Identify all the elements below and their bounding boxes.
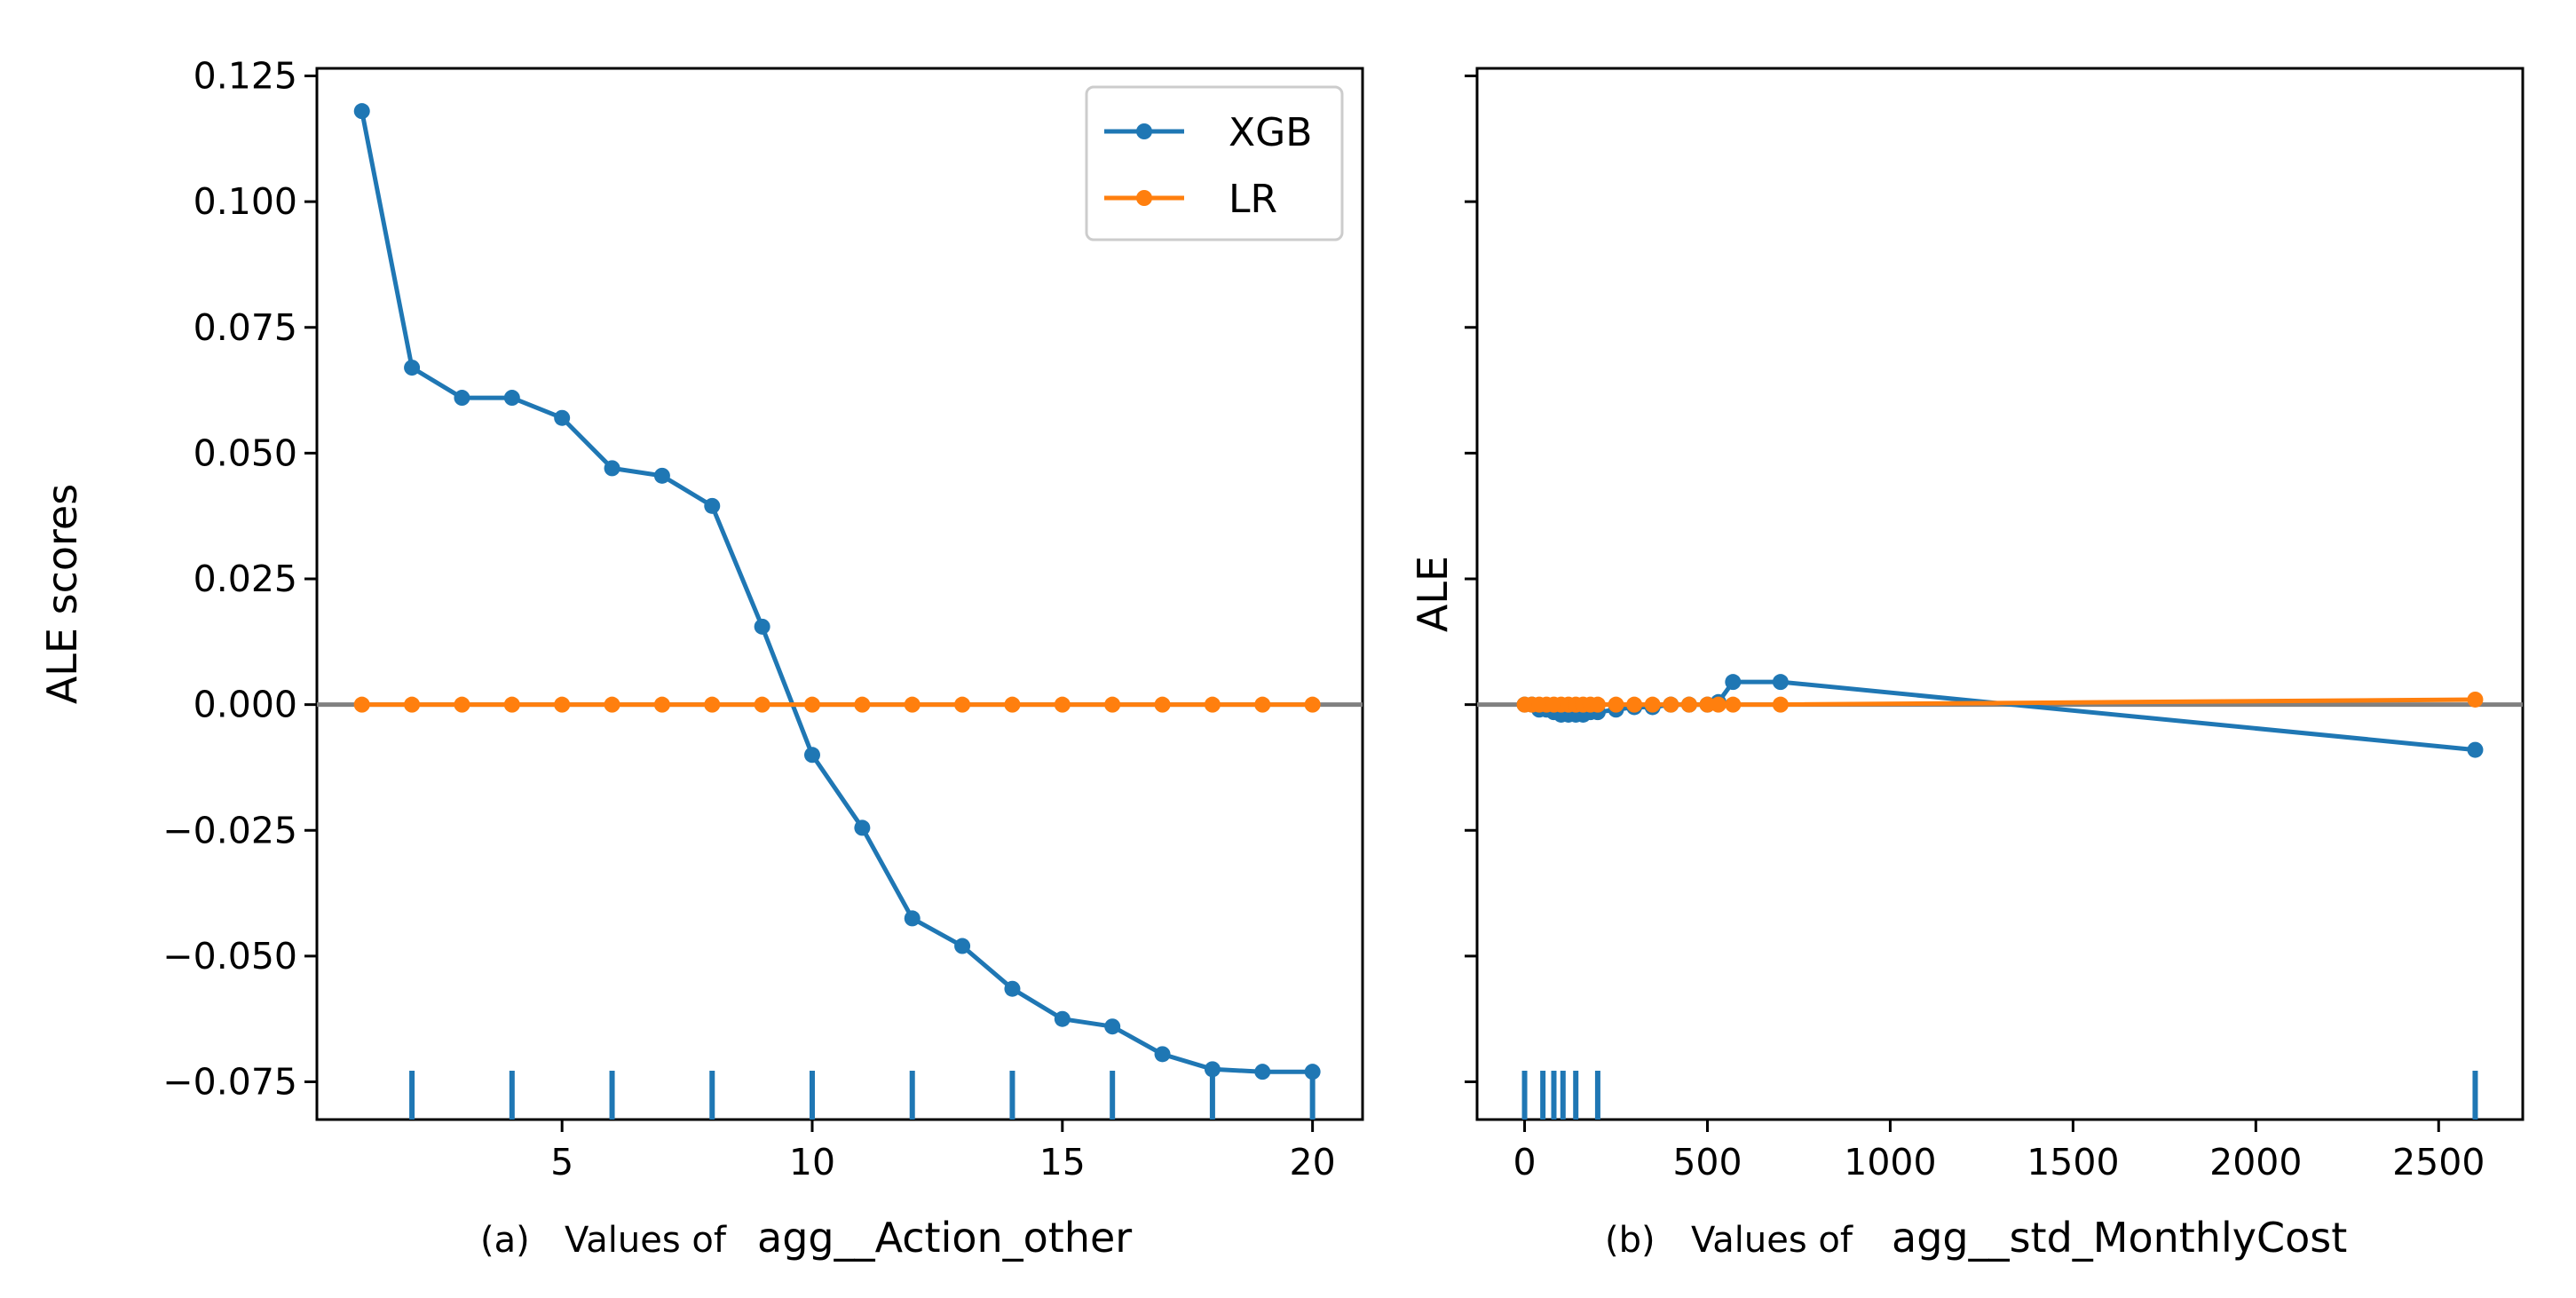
- data-point-lr: [1204, 696, 1221, 713]
- data-point-lr: [704, 696, 721, 713]
- x-axis-feature-label: agg__Action_other: [757, 1214, 1132, 1262]
- y-tick-label: −0.050: [162, 935, 297, 977]
- y-tick-label: 0.050: [194, 431, 297, 474]
- data-point-lr: [353, 696, 370, 713]
- data-point-xgb: [1772, 674, 1789, 691]
- x-tick-label: 10: [789, 1141, 835, 1183]
- series-lr: [353, 696, 1321, 713]
- caption-prefix: (a): [480, 1220, 530, 1261]
- data-point-xgb: [1154, 1046, 1171, 1063]
- data-point-lr: [604, 696, 620, 713]
- data-point-lr: [1104, 696, 1121, 713]
- data-point-xgb: [1204, 1061, 1221, 1078]
- data-point-xgb: [754, 618, 770, 635]
- data-point-lr: [1608, 696, 1624, 713]
- data-point-lr: [404, 696, 421, 713]
- data-point-lr: [1710, 696, 1727, 713]
- x-tick-label: 0: [1513, 1141, 1536, 1183]
- data-point-xgb: [653, 467, 670, 484]
- data-point-lr: [1644, 696, 1661, 713]
- data-point-lr: [454, 696, 470, 713]
- data-point-lr: [554, 696, 571, 713]
- data-point-xgb: [1725, 674, 1742, 691]
- data-point-xgb: [454, 390, 470, 407]
- x-tick-label: 20: [1290, 1141, 1336, 1183]
- data-point-lr: [954, 696, 971, 713]
- data-point-xgb: [904, 910, 921, 927]
- y-tick-label: −0.025: [162, 809, 297, 851]
- data-point-lr: [1054, 696, 1071, 713]
- data-point-xgb: [353, 103, 370, 120]
- data-point-lr: [1626, 696, 1643, 713]
- data-point-xgb: [2467, 741, 2484, 758]
- data-point-xgb: [604, 460, 620, 477]
- legend: XGB LR: [1085, 85, 1344, 241]
- data-point-lr: [1154, 696, 1171, 713]
- caption-prefix: (b): [1605, 1220, 1655, 1261]
- data-point-lr: [1680, 696, 1697, 713]
- x-axis-feature-label: agg__std_MonthlyCost: [1892, 1214, 2347, 1262]
- series-lr: [1516, 691, 2484, 713]
- legend-label-xgb: XGB: [1229, 110, 1312, 155]
- data-point-lr: [854, 696, 871, 713]
- legend-marker-xgb: [1136, 123, 1152, 139]
- data-point-lr: [653, 696, 670, 713]
- y-tick-label: 0.075: [194, 306, 297, 349]
- y-axis-label: ALE: [1409, 556, 1457, 632]
- data-point-lr: [1663, 696, 1679, 713]
- y-tick-label: 0.025: [194, 558, 297, 600]
- x-tick-label: 15: [1039, 1141, 1086, 1183]
- data-point-xgb: [1004, 980, 1021, 997]
- y-tick-label: 0.000: [194, 684, 297, 726]
- data-point-xgb: [404, 360, 421, 376]
- data-point-lr: [2467, 691, 2484, 708]
- x-tick-label: 1000: [1844, 1141, 1936, 1183]
- panel-b: 0 500 1000 1500 2000 2500 ALE (b) Values of agg__…: [1409, 67, 2525, 1262]
- data-point-xgb: [954, 938, 971, 954]
- data-point-lr: [1725, 696, 1742, 713]
- y-tick-label: 0.100: [194, 180, 297, 223]
- data-point-lr: [1772, 696, 1789, 713]
- data-point-xgb: [1304, 1064, 1321, 1080]
- axes-frame: [1475, 67, 2525, 1121]
- axes-frame: [315, 67, 1364, 1121]
- data-point-xgb: [854, 819, 871, 836]
- data-point-lr: [804, 696, 820, 713]
- caption-values-of: Values of: [565, 1220, 727, 1261]
- x-tick-label: 2000: [2209, 1141, 2302, 1183]
- legend-label-lr: LR: [1229, 177, 1277, 222]
- y-tick-label: −0.075: [162, 1061, 297, 1104]
- data-point-lr: [1589, 696, 1606, 713]
- data-point-xgb: [804, 747, 820, 764]
- data-point-lr: [1004, 696, 1021, 713]
- data-point-xgb: [503, 390, 520, 407]
- data-point-lr: [754, 696, 770, 713]
- panel-a: −0.075 −0.050 −0.025 0.000 0.025 0.050 0.075 0.…: [38, 54, 1364, 1262]
- data-point-xgb: [554, 409, 571, 426]
- x-tick-label: 1500: [2027, 1141, 2119, 1183]
- data-point-xgb: [1104, 1018, 1121, 1035]
- y-axis-label: ALE scores: [38, 484, 86, 704]
- data-point-xgb: [704, 497, 721, 514]
- caption-values-of: Values of: [1691, 1220, 1853, 1261]
- data-point-xgb: [1254, 1064, 1271, 1080]
- data-point-xgb: [1054, 1010, 1071, 1027]
- x-tick-label: 500: [1672, 1141, 1742, 1183]
- x-tick-label: 2500: [2392, 1141, 2485, 1183]
- data-point-lr: [1254, 696, 1271, 713]
- x-tick-label: 5: [550, 1141, 573, 1183]
- y-tick-label: 0.125: [194, 54, 297, 97]
- data-point-lr: [1304, 696, 1321, 713]
- legend-marker-lr: [1136, 190, 1152, 206]
- data-point-lr: [904, 696, 921, 713]
- data-point-lr: [1699, 696, 1716, 713]
- data-point-lr: [503, 696, 520, 713]
- series-xgb: [353, 103, 1321, 1080]
- series-line-xgb: [360, 110, 1313, 1074]
